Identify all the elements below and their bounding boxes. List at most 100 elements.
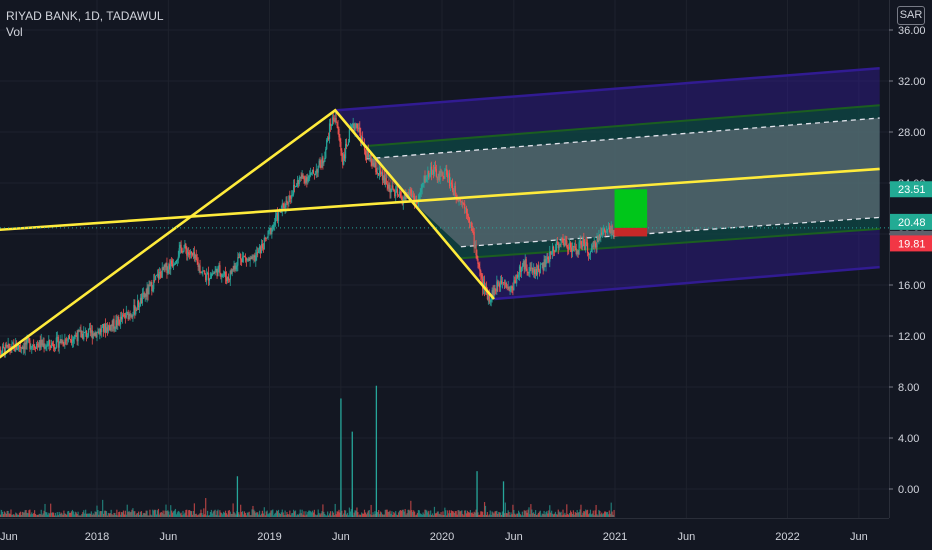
candle-body xyxy=(250,257,252,259)
candle-body xyxy=(593,241,595,247)
volume-bar xyxy=(499,512,501,517)
volume-bar xyxy=(525,510,527,517)
candle-body xyxy=(354,127,356,131)
candle-body xyxy=(38,340,40,348)
volume-bar xyxy=(373,514,375,517)
candle-body xyxy=(433,166,436,175)
volume-bar xyxy=(267,514,269,517)
candle-body xyxy=(586,242,588,244)
candle-body xyxy=(151,282,153,291)
candle-body xyxy=(442,172,444,177)
volume-bar xyxy=(240,504,242,517)
candle-body xyxy=(469,222,471,224)
volume-bar xyxy=(490,514,492,517)
volume-indicator-label[interactable]: Vol xyxy=(6,25,23,39)
volume-bar xyxy=(481,511,483,517)
pitchfork-channel[interactable] xyxy=(335,67,880,301)
pitchfork-outer-lower-line[interactable] xyxy=(493,265,880,301)
candle-body xyxy=(52,344,55,348)
trend-line[interactable] xyxy=(0,167,880,232)
volume-bar xyxy=(421,514,423,517)
candle-body xyxy=(218,265,220,267)
volume-bar xyxy=(137,511,140,517)
candle-body xyxy=(327,137,329,140)
time-axis[interactable]: Jun 2018 Jun 2019 Jun 2020 Jun 2021 Jun 2022 Jun xyxy=(0,531,868,543)
volume-bar xyxy=(206,510,209,517)
chart-legend: RIYAD BANK, 1D, TADAWUL Vol xyxy=(6,8,164,40)
volume-bar xyxy=(127,511,129,517)
candle-body xyxy=(154,279,156,281)
candle-body xyxy=(155,275,158,277)
volume-bar xyxy=(554,511,557,517)
candle-body xyxy=(78,330,80,332)
volume-bar xyxy=(589,509,592,517)
volume-bar xyxy=(131,509,133,517)
candle-body xyxy=(148,284,150,295)
volume-bar xyxy=(191,514,194,517)
volume-bar xyxy=(52,512,55,517)
zigzag-line[interactable] xyxy=(0,108,496,361)
symbol-title[interactable]: RIYAD BANK, 1D, TADAWUL xyxy=(6,9,164,23)
candle-body xyxy=(451,184,454,191)
candle-body xyxy=(370,154,372,161)
candle-body xyxy=(123,314,126,316)
candle-body xyxy=(54,347,57,350)
volume-bar xyxy=(540,515,542,517)
currency-badge[interactable]: SAR xyxy=(897,6,925,25)
volume-bar xyxy=(508,512,510,517)
volume-bar xyxy=(249,515,251,517)
candle-body xyxy=(301,174,303,179)
volume-bar xyxy=(445,510,447,517)
candle-body xyxy=(173,264,176,265)
volume-bar xyxy=(310,511,312,517)
candle-body xyxy=(595,243,597,248)
position-stop-zone[interactable] xyxy=(614,227,648,237)
volume-bar xyxy=(429,514,431,517)
candle-body xyxy=(521,266,523,268)
candle-body xyxy=(189,251,192,255)
candle-body xyxy=(481,274,483,279)
price-label-bg-1 xyxy=(890,213,932,230)
volume-bar xyxy=(583,511,585,517)
volume-bar xyxy=(386,509,388,517)
candle-body xyxy=(28,338,30,341)
long-position-tool[interactable] xyxy=(614,189,648,237)
volume-bar xyxy=(23,512,25,517)
volume-bar xyxy=(338,509,340,517)
volume-bar xyxy=(65,513,67,517)
candle-body xyxy=(183,248,185,252)
candle-body xyxy=(471,226,473,232)
candle-body xyxy=(26,338,28,345)
volume-bar xyxy=(117,515,119,517)
candle-body xyxy=(528,272,530,274)
volume-bar xyxy=(605,512,608,517)
candle-body xyxy=(79,330,81,332)
volume-bar xyxy=(539,510,541,517)
pitchfork-dashed-lower-line[interactable] xyxy=(460,216,880,248)
volume-bar xyxy=(333,515,335,517)
candle-body xyxy=(315,169,317,174)
candle-body xyxy=(590,248,592,252)
candle-body xyxy=(502,282,505,284)
volume-bar xyxy=(563,514,565,517)
candle-body xyxy=(532,267,534,273)
volume-bar xyxy=(574,512,576,517)
pitchfork-dashed-upper-line[interactable] xyxy=(366,117,880,160)
candle-body xyxy=(126,311,128,313)
position-profit-zone[interactable] xyxy=(614,189,648,228)
drawing-tools[interactable] xyxy=(0,108,889,361)
candle-body xyxy=(104,323,107,333)
candle-body xyxy=(262,248,264,250)
pitchfork-green-lower-line[interactable] xyxy=(460,227,880,260)
pitchfork-green-upper-line[interactable] xyxy=(366,104,880,148)
candle-body xyxy=(332,117,334,120)
volume-bar xyxy=(13,514,15,517)
volume-bar xyxy=(33,513,35,517)
volume-bar xyxy=(332,512,334,517)
candle-body xyxy=(263,237,265,250)
candle-body xyxy=(359,127,361,133)
pitchfork-outer-upper-line[interactable] xyxy=(335,67,880,112)
candle-body xyxy=(0,349,2,355)
volume-bar xyxy=(89,513,91,517)
